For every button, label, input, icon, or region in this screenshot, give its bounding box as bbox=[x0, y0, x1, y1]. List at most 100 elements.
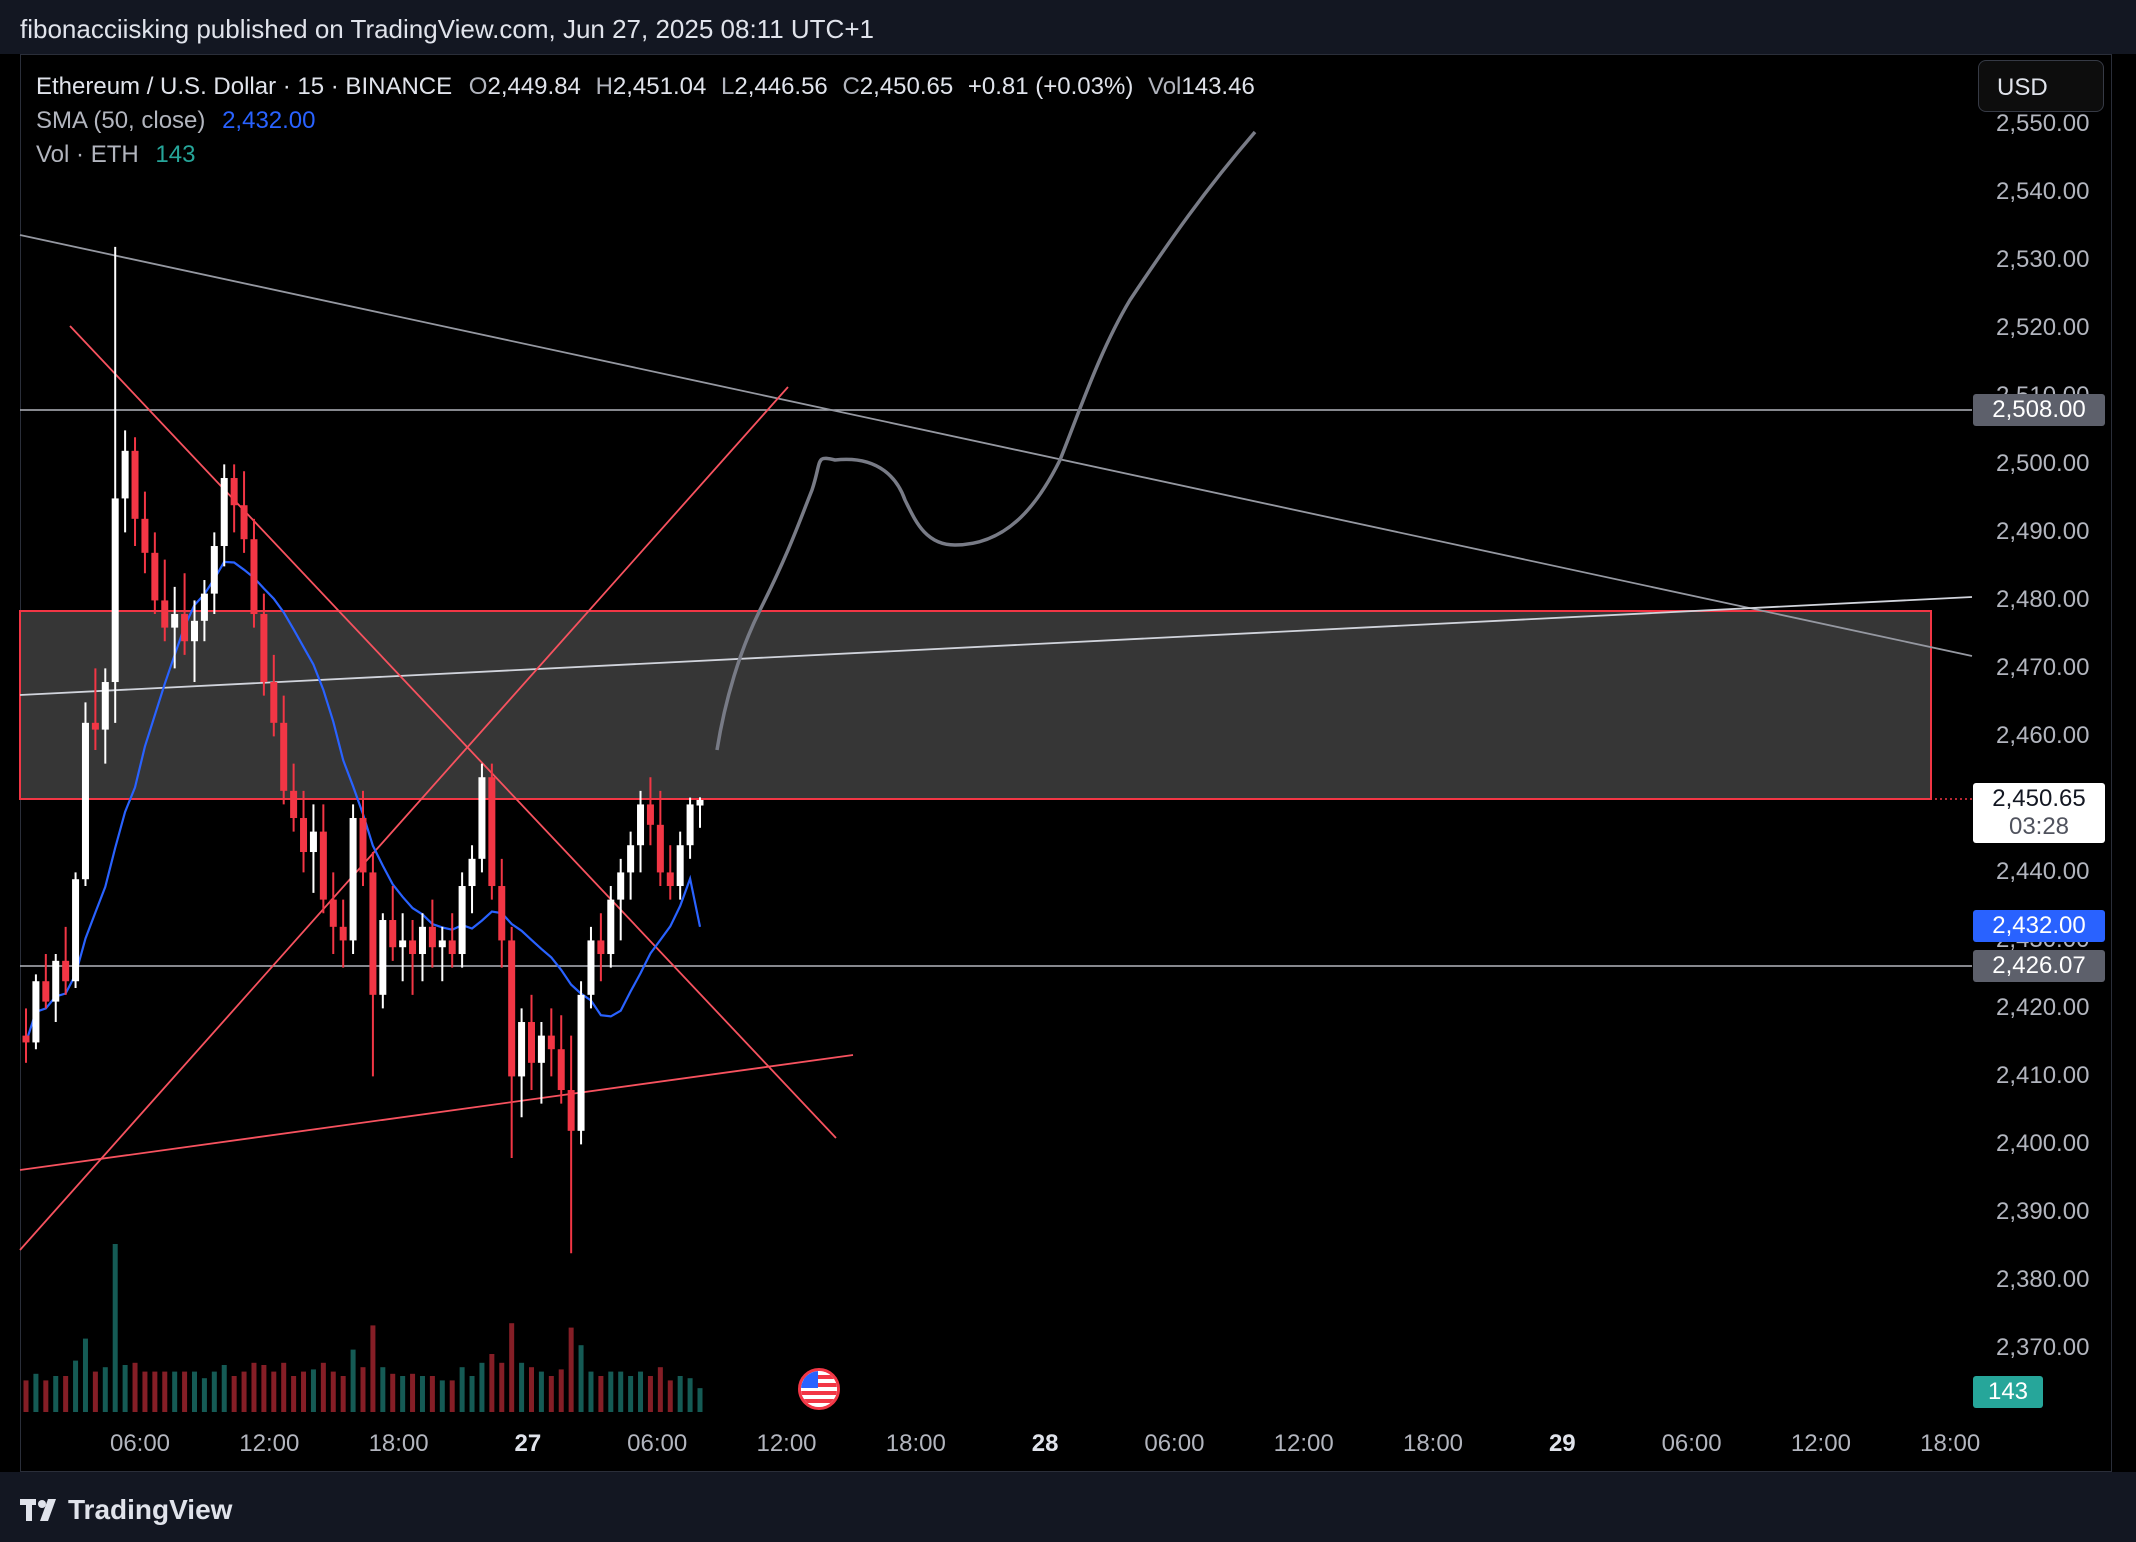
volume-bar bbox=[568, 1327, 574, 1412]
us-flag-icon[interactable] bbox=[798, 1368, 840, 1410]
candle-body bbox=[42, 981, 50, 1002]
volume-bars bbox=[23, 1244, 703, 1412]
time-axis-label: 18:00 bbox=[368, 1430, 429, 1457]
volume-bar bbox=[390, 1373, 396, 1412]
candle-body bbox=[518, 1022, 526, 1077]
open-value: 2,449.84 bbox=[487, 73, 581, 100]
volume-bar bbox=[251, 1362, 257, 1412]
volume-bar bbox=[419, 1376, 425, 1412]
time-axis-label: 12:00 bbox=[1273, 1430, 1334, 1457]
candle-body bbox=[309, 831, 317, 853]
price-axis-label: 2,460.00 bbox=[1996, 722, 2090, 750]
candle-body bbox=[359, 818, 367, 873]
volume-bar bbox=[82, 1338, 88, 1412]
volume-bar bbox=[231, 1376, 237, 1412]
volume-bar bbox=[350, 1349, 356, 1412]
volume-bar bbox=[112, 1244, 118, 1412]
sma-price-tag: 2,432.00 bbox=[1973, 910, 2105, 942]
candles[interactable] bbox=[22, 246, 704, 1254]
volume-bar bbox=[558, 1369, 564, 1412]
level-low-tag: 2,426.07 bbox=[1973, 950, 2105, 982]
price-axis-label: 2,390.00 bbox=[1996, 1198, 2090, 1226]
volume-bar bbox=[182, 1371, 188, 1412]
close-value: 2,450.65 bbox=[859, 73, 954, 100]
volume-tag: 143 bbox=[1973, 1376, 2043, 1408]
candle-body bbox=[181, 614, 189, 642]
price-axis-label: 2,470.00 bbox=[1996, 654, 2090, 682]
volume-bar bbox=[172, 1371, 178, 1412]
candle-body bbox=[210, 546, 218, 594]
candle-body bbox=[537, 1035, 545, 1063]
tradingview-brand: TradingView bbox=[68, 1494, 233, 1525]
resistance-zone[interactable] bbox=[19, 610, 1932, 800]
tradingview-logo[interactable]: TradingView bbox=[20, 1494, 232, 1526]
candle-body bbox=[339, 926, 347, 941]
candle-body bbox=[141, 518, 149, 553]
price-axis-label: 2,400.00 bbox=[1996, 1130, 2090, 1158]
candle-body bbox=[627, 845, 635, 873]
pink-support-line[interactable] bbox=[19, 1054, 854, 1171]
candle-body bbox=[637, 804, 645, 846]
candle-body bbox=[329, 899, 337, 927]
candle-body bbox=[220, 478, 228, 547]
candle-body bbox=[72, 879, 80, 982]
sma-value: 2,432.00 bbox=[222, 107, 316, 134]
price-axis-label: 2,440.00 bbox=[1996, 858, 2090, 886]
volume-bar bbox=[142, 1371, 148, 1412]
candle-body bbox=[666, 872, 674, 887]
volume-bar bbox=[519, 1362, 525, 1412]
symbol-title[interactable]: Ethereum / U.S. Dollar · 15 · BINANCE bbox=[36, 73, 453, 100]
pink-ascending-line[interactable] bbox=[19, 386, 789, 1251]
volume-value: 143 bbox=[155, 141, 196, 168]
time-axis-label: 06:00 bbox=[1144, 1430, 1205, 1457]
time-axis-label: 12:00 bbox=[1790, 1430, 1851, 1457]
candle-body bbox=[270, 682, 278, 723]
candle-body bbox=[409, 940, 417, 955]
pink-descending-line[interactable] bbox=[69, 325, 837, 1139]
volume-bar bbox=[588, 1371, 594, 1412]
vol-value: 143.46 bbox=[1181, 73, 1255, 100]
descending-trendline[interactable] bbox=[19, 234, 1973, 657]
candle-body bbox=[656, 824, 664, 873]
volume-bar bbox=[499, 1362, 505, 1412]
volume-bar bbox=[529, 1367, 534, 1412]
projection-path[interactable] bbox=[715, 130, 1257, 751]
volume-bar bbox=[677, 1376, 683, 1412]
time-axis-label: 06:00 bbox=[627, 1430, 688, 1457]
price-axis-label: 2,480.00 bbox=[1996, 586, 2090, 614]
volume-bar bbox=[320, 1362, 326, 1412]
volume-bar bbox=[410, 1373, 416, 1412]
volume-bar bbox=[73, 1360, 79, 1412]
price-axis-label: 2,500.00 bbox=[1996, 450, 2090, 478]
volume-label: Vol · ETH bbox=[36, 141, 139, 168]
candle-body bbox=[478, 777, 486, 859]
currency-button[interactable]: USD bbox=[1978, 60, 2104, 112]
volume-bar bbox=[479, 1362, 485, 1412]
candle-body bbox=[389, 920, 397, 948]
open-label: O bbox=[468, 73, 488, 100]
candle-body bbox=[230, 478, 238, 506]
candle-body bbox=[22, 1035, 30, 1043]
candle-body bbox=[547, 1035, 555, 1050]
candle-body bbox=[191, 620, 198, 642]
ascending-trendline[interactable] bbox=[19, 596, 1973, 696]
sma-label: SMA (50, close) bbox=[36, 107, 206, 134]
volume-bar bbox=[647, 1376, 653, 1412]
candle-body bbox=[448, 940, 456, 955]
candle-body bbox=[240, 505, 248, 540]
sma-row[interactable]: SMA (50, close) 2,432.00 bbox=[36, 104, 1255, 138]
candle-body bbox=[319, 831, 327, 900]
price-axis-label: 2,540.00 bbox=[1996, 178, 2090, 206]
price-axis-label: 2,530.00 bbox=[1996, 246, 2090, 274]
volume-row[interactable]: Vol · ETH 143 bbox=[36, 138, 1255, 172]
volume-bar bbox=[608, 1371, 614, 1412]
candle-body bbox=[81, 722, 89, 880]
candle-body bbox=[686, 804, 694, 846]
price-axis-label: 2,370.00 bbox=[1996, 1334, 2090, 1362]
volume-bar bbox=[33, 1373, 39, 1412]
candle-body bbox=[468, 858, 476, 887]
price-axis-label: 2,380.00 bbox=[1996, 1266, 2090, 1294]
candle-body bbox=[488, 777, 496, 887]
flag-graphic bbox=[801, 1371, 837, 1407]
